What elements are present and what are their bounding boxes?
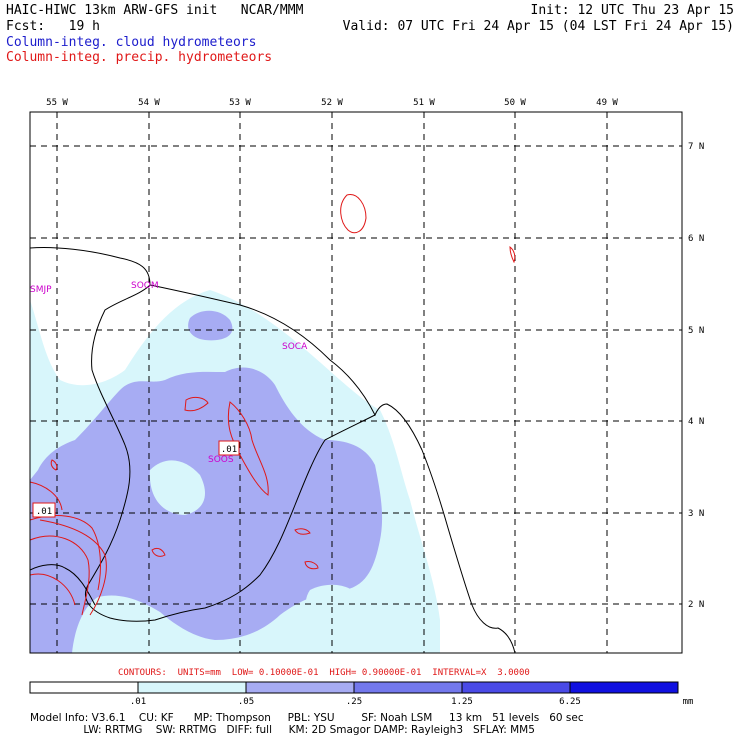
colorbar-tick: .25 (346, 697, 362, 707)
country-borders (85, 284, 376, 622)
header-title: HAIC-HIWC 13km ARW-GFS init NCAR/MMM (6, 3, 304, 18)
lon-label: 53 W (229, 98, 251, 108)
station-label: SOOM (131, 281, 159, 291)
lat-label: 6 N (688, 234, 704, 244)
model-info-line2: LW: RRTMG SW: RRTMG DIFF: full KM: 2D Sm… (30, 724, 535, 736)
contours-note: CONTOURS: UNITS=mm LOW= 0.10000E-01 HIGH… (118, 668, 530, 678)
valid-time: Valid: 07 UTC Fri 24 Apr 15 (04 LST Fri … (342, 19, 734, 34)
lon-label: 54 W (138, 98, 160, 108)
colorbar-tick: .01 (130, 697, 146, 707)
contour-label-box: .01 .01 (32, 440, 240, 518)
lat-label: 4 N (688, 417, 704, 427)
colorbar (29, 681, 679, 694)
colorbar-tick: 6.25 (559, 697, 581, 707)
forecast-hour: Fcst: 19 h (6, 19, 100, 34)
station-label: SOOS (208, 455, 234, 465)
colorbar-tick: 1.25 (451, 697, 473, 707)
legend-cloud: Column-integ. cloud hydrometeors (6, 35, 257, 50)
legend-precip: Column-integ. precip. hydrometeors (6, 50, 273, 65)
svg-text:.01: .01 (36, 507, 52, 517)
station-label: SMJP (30, 285, 52, 295)
colorbar-tick: .05 (238, 697, 254, 707)
lon-label: 50 W (504, 98, 526, 108)
map-frame (29, 111, 683, 654)
model-info-line1: Model Info: V3.6.1 CU: KF MP: Thompson P… (30, 712, 584, 724)
station-label: SOCA (282, 342, 308, 352)
lat-lon-grid (30, 112, 682, 653)
lon-label: 52 W (321, 98, 343, 108)
coastline (30, 247, 516, 653)
lon-label: 51 W (413, 98, 435, 108)
lat-label: 2 N (688, 600, 704, 610)
lat-label: 7 N (688, 142, 704, 152)
cloud-medium-region (30, 310, 383, 653)
lat-label: 3 N (688, 509, 704, 519)
colorbar-unit: mm (683, 697, 694, 707)
lat-label: 5 N (688, 326, 704, 336)
init-time: Init: 12 UTC Thu 23 Apr 15 (530, 3, 735, 18)
lon-label: 55 W (46, 98, 68, 108)
lon-label: 49 W (596, 98, 618, 108)
svg-text:.01: .01 (221, 445, 237, 455)
precip-contours (29, 194, 516, 616)
